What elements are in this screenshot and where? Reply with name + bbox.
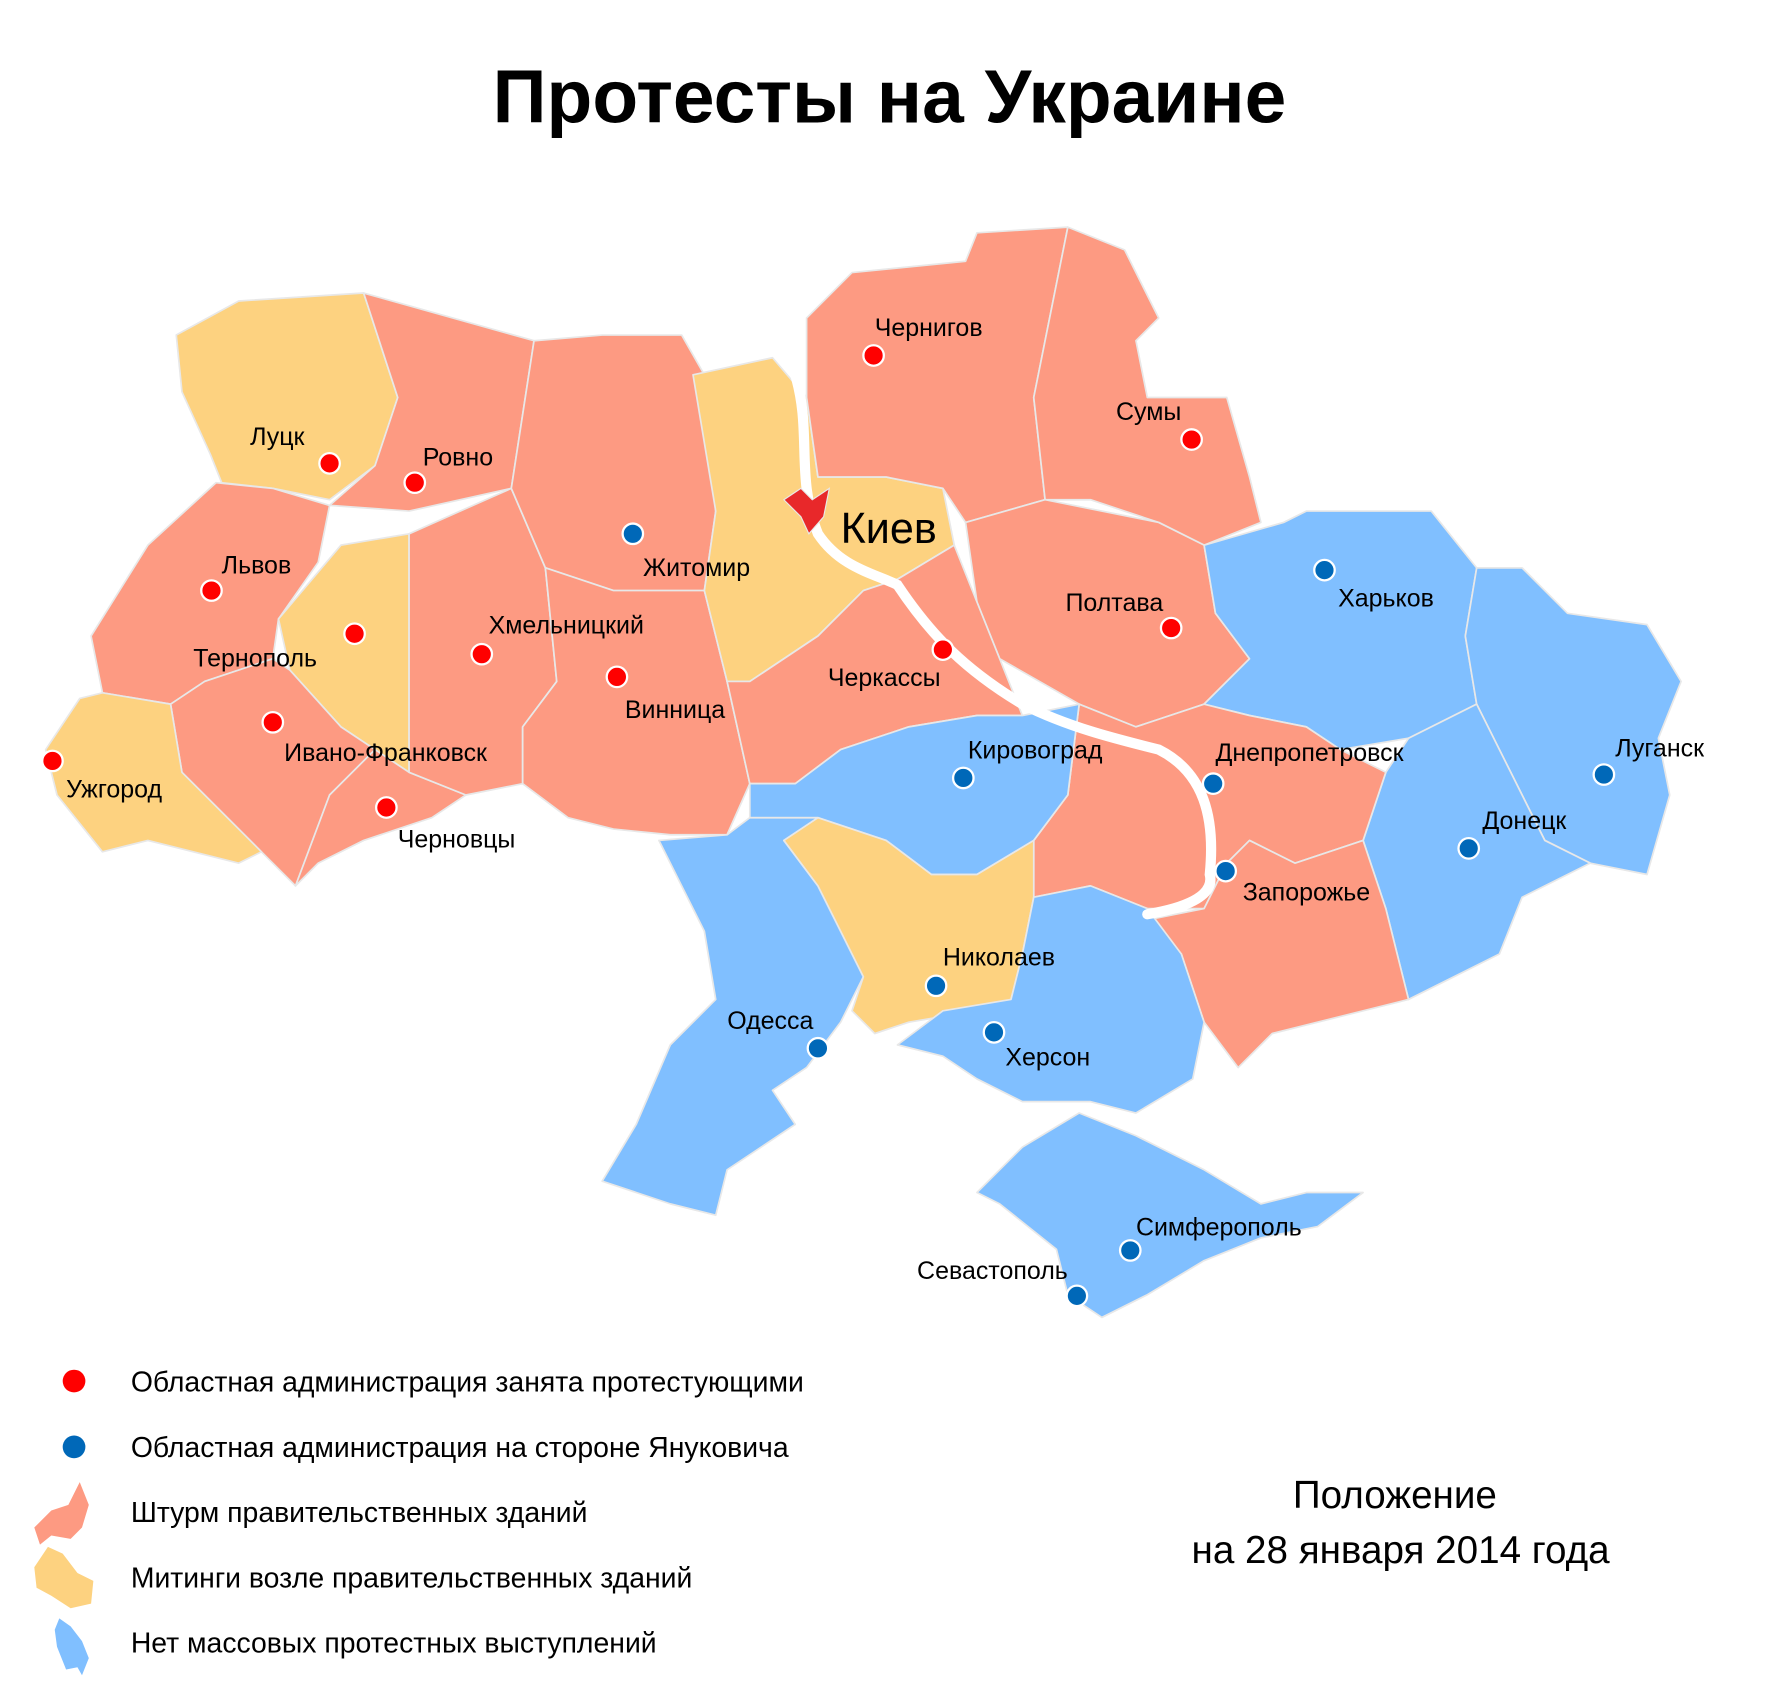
- city-markers: Луцк Ровно Львов Тернополь Ивано-Франковск Уж…: [41, 314, 1705, 1308]
- legend-blue-dot-icon: [62, 1435, 86, 1459]
- city-label: Днепропетровск: [1215, 739, 1404, 767]
- city-label: Херсон: [1005, 1043, 1090, 1071]
- legend: Областная администрация занята протестую…: [34, 1366, 804, 1676]
- dnieper-river: [790, 369, 1217, 920]
- legend-rally-shape-icon: [34, 1546, 94, 1609]
- city-dot-yanukovych: [951, 766, 975, 790]
- city-label: Луганск: [1615, 734, 1705, 762]
- legend-item-occupied: Областная администрация занята протестую…: [131, 1366, 804, 1398]
- city-label: Львов: [222, 552, 292, 580]
- city-label: Черновцы: [398, 825, 516, 853]
- city-dot-yanukovych: [1592, 763, 1616, 786]
- city-label: Полтава: [1065, 589, 1163, 617]
- city-dot-occupied: [470, 642, 494, 666]
- city-dot-occupied: [931, 638, 955, 661]
- region-kherson: [896, 885, 1205, 1114]
- city-label: Сумы: [1116, 398, 1181, 426]
- city-dot-occupied: [343, 622, 366, 646]
- city-dot-yanukovych: [1457, 837, 1481, 860]
- legend-none-shape-icon: [54, 1618, 89, 1676]
- region-zhytomyr: [510, 334, 717, 592]
- legend-item-none: Нет массовых протестных выступлений: [131, 1627, 657, 1659]
- date-note-line1: Положение: [1293, 1474, 1497, 1517]
- regions: [44, 226, 1682, 1319]
- region-sumy: [1032, 226, 1262, 547]
- city-label: Севастополь: [917, 1257, 1068, 1285]
- city-dot-occupied: [862, 344, 885, 367]
- city-dot-occupied: [261, 710, 285, 734]
- city-label: Чернигов: [875, 314, 983, 342]
- city-dot-yanukovych: [1214, 859, 1238, 883]
- city-label: Запорожье: [1243, 879, 1370, 907]
- date-note-line2: на 28 января 2014 года: [1192, 1529, 1611, 1572]
- city-label: Винница: [625, 696, 725, 724]
- region-zakarpattia: [44, 691, 263, 865]
- legend-red-dot-icon: [62, 1369, 86, 1393]
- kyiv-city: [782, 487, 831, 535]
- legend-item-yanukovych: Областная администрация на стороне Януко…: [131, 1432, 789, 1464]
- city-label: Тернополь: [193, 645, 317, 673]
- city-dot-occupied: [41, 749, 64, 773]
- city-label: Житомир: [643, 554, 750, 582]
- city-dot-yanukovych: [1201, 772, 1225, 796]
- city-label: Хмельницкий: [489, 612, 644, 640]
- map-title: Протесты на Украине: [493, 55, 1287, 139]
- region-crimea: [976, 1112, 1364, 1319]
- city-dot-yanukovych: [806, 1036, 830, 1060]
- city-dot-yanukovych: [1118, 1239, 1142, 1262]
- city-label: Кировоград: [968, 737, 1103, 765]
- city-label: Ужгород: [66, 775, 162, 803]
- legend-item-rally: Митинги возле правительственных зданий: [131, 1563, 693, 1595]
- city-label: Одесса: [727, 1007, 813, 1035]
- city-dot-occupied: [1180, 428, 1203, 451]
- city-label: Ровно: [423, 444, 493, 472]
- city-dot-yanukovych: [1065, 1284, 1089, 1308]
- city-dot-yanukovych: [621, 522, 645, 546]
- city-dot-yanukovych: [1313, 558, 1336, 582]
- city-dot-occupied: [200, 579, 223, 602]
- city-label: Ивано-Франковск: [284, 739, 488, 767]
- city-label: Николаев: [943, 943, 1055, 971]
- city-label: Симферополь: [1136, 1214, 1302, 1242]
- city-label: Харьков: [1338, 584, 1434, 612]
- city-dot-yanukovych: [982, 1021, 1006, 1044]
- city-dot-yanukovych: [924, 974, 948, 998]
- city-label: Донецк: [1482, 807, 1567, 835]
- city-label: Черкассы: [828, 664, 941, 692]
- city-label: Луцк: [250, 423, 305, 451]
- city-dot-occupied: [375, 796, 398, 819]
- legend-storm-shape-icon: [34, 1482, 89, 1545]
- city-dot-occupied: [403, 471, 427, 495]
- capital-label: Киев: [841, 505, 937, 553]
- city-dot-occupied: [605, 665, 629, 689]
- city-dot-occupied: [1159, 616, 1183, 640]
- city-dot-occupied: [318, 452, 341, 475]
- legend-item-storm: Штурм правительственных зданий: [131, 1497, 588, 1529]
- region-volyn: [175, 292, 399, 501]
